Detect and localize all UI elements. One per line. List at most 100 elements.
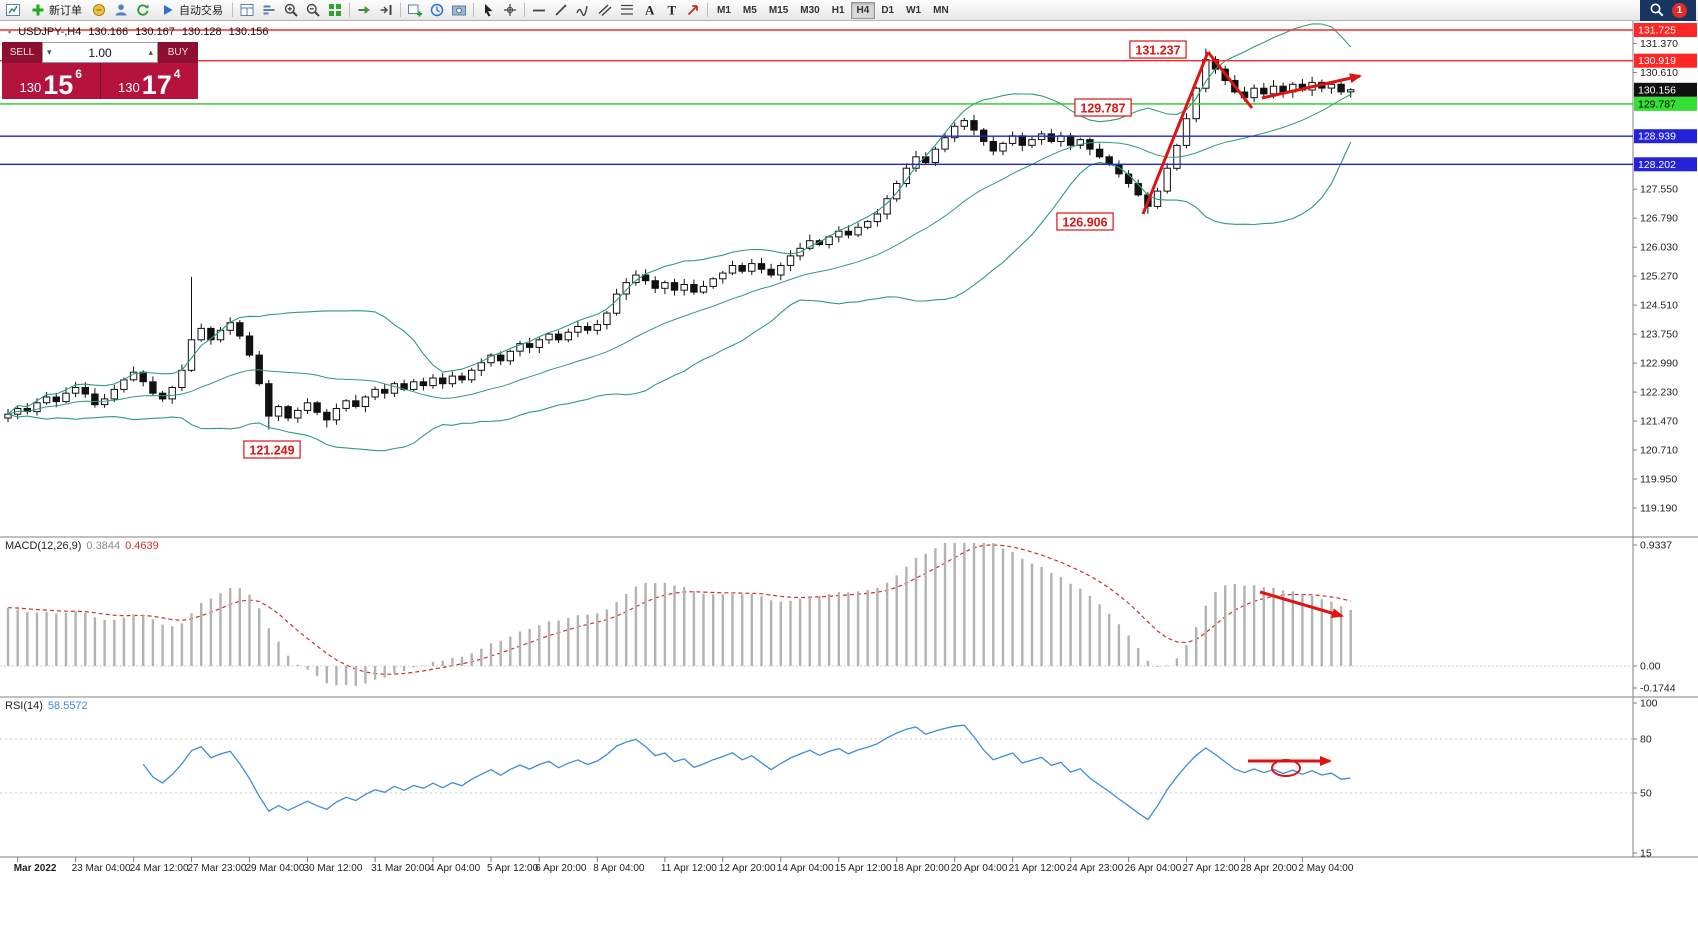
price-tick: 126.030 <box>1640 242 1678 254</box>
channel-icon <box>598 4 612 17</box>
quote-close: 130.156 <box>228 26 269 38</box>
macd-axis-label: 0.00 <box>1640 661 1661 673</box>
sell-price-button[interactable]: 130 15 6 <box>2 63 101 99</box>
timeframe-d1-button[interactable]: D1 <box>875 2 900 19</box>
fibonacci-icon <box>621 4 633 15</box>
chart-window-icon <box>6 4 20 16</box>
timeframe-m5-button[interactable]: M5 <box>737 2 763 19</box>
crosshair-icon[interactable] <box>499 1 521 20</box>
annotation-box-129.787[interactable] <box>1074 98 1132 117</box>
search-icon[interactable] <box>1649 2 1665 18</box>
price-tick: 130.610 <box>1640 67 1678 79</box>
market-depth-icon[interactable] <box>258 1 280 20</box>
zoom-out-icon[interactable] <box>302 1 324 20</box>
zoom-in-icon <box>284 3 298 17</box>
bollinger-upper <box>7 23 1352 415</box>
channel-icon[interactable] <box>594 1 616 20</box>
text-icon[interactable]: A <box>638 1 660 20</box>
rsi-axis-label: 100 <box>1640 698 1658 710</box>
chart-shift-icon[interactable] <box>375 1 397 20</box>
timeframe-m1-button[interactable]: M1 <box>711 2 737 19</box>
timeframe-mn-button[interactable]: MN <box>927 2 955 19</box>
quote-low: 130.128 <box>181 26 222 38</box>
price-badge-128.202 <box>1634 157 1697 172</box>
refresh-icon <box>137 4 149 16</box>
screenshot-icon[interactable] <box>448 1 470 20</box>
trend-arrow-1[interactable] <box>1141 51 1210 215</box>
trend-arrow-2[interactable] <box>1206 51 1254 109</box>
volume-value[interactable]: 1.00 <box>88 45 112 60</box>
notification-badge[interactable]: 1 <box>1672 2 1687 18</box>
timeframe-w1-button[interactable]: W1 <box>900 2 927 19</box>
horizontal-level-lines[interactable] <box>0 29 1633 166</box>
bollinger-bands <box>7 23 1352 452</box>
price-tick: 131.370 <box>1640 38 1678 50</box>
refresh-icon[interactable] <box>132 1 154 20</box>
timeframe-m30-button[interactable]: M30 <box>794 2 825 19</box>
tile-windows-icon[interactable] <box>324 1 346 20</box>
price-tick: 125.270 <box>1640 271 1678 283</box>
volume-increase-icon[interactable]: ▴ <box>148 47 153 57</box>
new-chart-icon <box>408 4 422 17</box>
svg-text:A: A <box>645 3 655 18</box>
main-toolbar: 新订单 自动交易 A T M1 M5 M15 M30 H1 H4 D1 W1 MN 1 <box>0 0 1698 21</box>
buy-button[interactable]: BUY <box>158 42 198 63</box>
trend-arrow-3[interactable] <box>1261 73 1362 100</box>
deposit-icon[interactable] <box>88 1 110 20</box>
price-axis[interactable]: 131.370 130.610 127.550 126.790 126.030 125.2… <box>1633 23 1697 860</box>
time-label: 21 Apr 12:00 <box>1009 863 1066 874</box>
timeframe-h1-button[interactable]: H1 <box>826 2 851 19</box>
annotation-box-121.249[interactable] <box>243 440 301 459</box>
trend-annotations[interactable] <box>1141 51 1362 777</box>
auto-scroll-icon <box>358 6 370 14</box>
new-order-icon <box>32 4 44 16</box>
timeframe-h4-button[interactable]: H4 <box>850 1 876 19</box>
chart-window-icon[interactable] <box>2 1 24 20</box>
fibonacci-icon[interactable] <box>616 1 638 20</box>
annotation-text: 126.906 <box>1062 216 1107 230</box>
volume-decrease-icon[interactable]: ▾ <box>47 47 52 57</box>
time-label: 4 Apr 04:00 <box>429 863 481 874</box>
period-clock-icon[interactable] <box>426 1 448 20</box>
period-clock-icon <box>430 3 444 17</box>
toolbar-separator <box>524 3 525 17</box>
new-chart-icon[interactable] <box>404 1 426 20</box>
sell-button[interactable]: SELL <box>2 42 42 63</box>
data-window-icon[interactable] <box>236 1 258 20</box>
macd-main-value: 0.3844 <box>86 540 121 552</box>
time-label: 15 Apr 12:00 <box>835 863 892 874</box>
timeframe-m15-button[interactable]: M15 <box>763 2 794 19</box>
auto-scroll-icon[interactable] <box>353 1 375 20</box>
polyline-icon[interactable] <box>572 1 594 20</box>
rsi-indicator-label: RSI(14) 58.5572 <box>5 700 88 712</box>
cursor-icon[interactable] <box>477 1 499 20</box>
annotation-box-131.237[interactable] <box>1129 40 1187 59</box>
macd-signal-line <box>7 544 1351 675</box>
quote-menu-icon[interactable]: ▪ <box>8 27 12 37</box>
arrows-icon[interactable] <box>682 1 704 20</box>
time-label: 6 Apr 20:00 <box>535 863 587 874</box>
horizontal-line-icon <box>533 9 545 12</box>
horizontal-line-icon[interactable] <box>528 1 550 20</box>
annotation-box-126.906[interactable] <box>1056 212 1114 231</box>
buy-price-button[interactable]: 130 17 4 <box>100 63 198 99</box>
accounts-icon <box>115 4 127 16</box>
sell-price-big-figure: 130 <box>19 80 42 95</box>
price-annotations[interactable]: 131.237 129.787 126.906 121.249 <box>243 40 1187 459</box>
toolbar-separator <box>349 3 350 17</box>
accounts-icon[interactable] <box>110 1 132 20</box>
zoom-in-icon[interactable] <box>280 1 302 20</box>
volume-stepper[interactable]: ▾ 1.00 ▴ <box>42 42 158 63</box>
rsi-axis-label: 80 <box>1640 734 1652 746</box>
new-order-button[interactable]: 新订单 <box>24 1 88 20</box>
trend-arrow-4[interactable] <box>1259 590 1344 618</box>
label-icon: T <box>668 3 677 18</box>
label-icon[interactable]: T <box>660 1 682 20</box>
toolbar-separator <box>707 3 708 17</box>
trendline-icon[interactable] <box>550 1 572 20</box>
price-tick: 120.710 <box>1640 445 1678 457</box>
autotrade-button[interactable]: 自动交易 <box>154 1 229 20</box>
annotation-text: 121.249 <box>249 444 294 458</box>
